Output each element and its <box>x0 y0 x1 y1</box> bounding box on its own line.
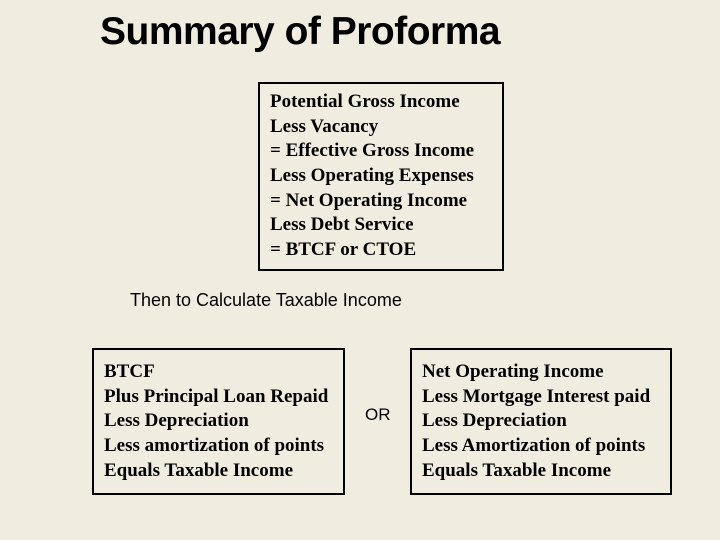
proforma-line: = Net Operating Income <box>270 189 492 214</box>
taxable-line: Equals Taxable Income <box>104 459 333 484</box>
taxable-line: Net Operating Income <box>422 360 660 385</box>
taxable-line: Less Mortgage Interest paid <box>422 385 660 410</box>
taxable-line: BTCF <box>104 360 333 385</box>
taxable-line: Less amortization of points <box>104 434 333 459</box>
subheading: Then to Calculate Taxable Income <box>130 290 402 311</box>
taxable-income-box-a: BTCF Plus Principal Loan Repaid Less Dep… <box>92 348 345 495</box>
taxable-line: Less Depreciation <box>104 409 333 434</box>
taxable-line: Less Depreciation <box>422 409 660 434</box>
taxable-line: Equals Taxable Income <box>422 459 660 484</box>
taxable-income-box-b: Net Operating Income Less Mortgage Inter… <box>410 348 672 495</box>
proforma-line: = BTCF or CTOE <box>270 238 492 263</box>
proforma-line: Potential Gross Income <box>270 90 492 115</box>
taxable-line: Less Amortization of points <box>422 434 660 459</box>
taxable-line: Plus Principal Loan Repaid <box>104 385 333 410</box>
proforma-line: Less Debt Service <box>270 213 492 238</box>
proforma-box: Potential Gross Income Less Vacancy = Ef… <box>258 82 504 271</box>
slide-title: Summary of Proforma <box>100 10 500 54</box>
proforma-line: Less Operating Expenses <box>270 164 492 189</box>
or-separator: OR <box>365 405 391 425</box>
proforma-line: Less Vacancy <box>270 115 492 140</box>
proforma-line: = Effective Gross Income <box>270 139 492 164</box>
